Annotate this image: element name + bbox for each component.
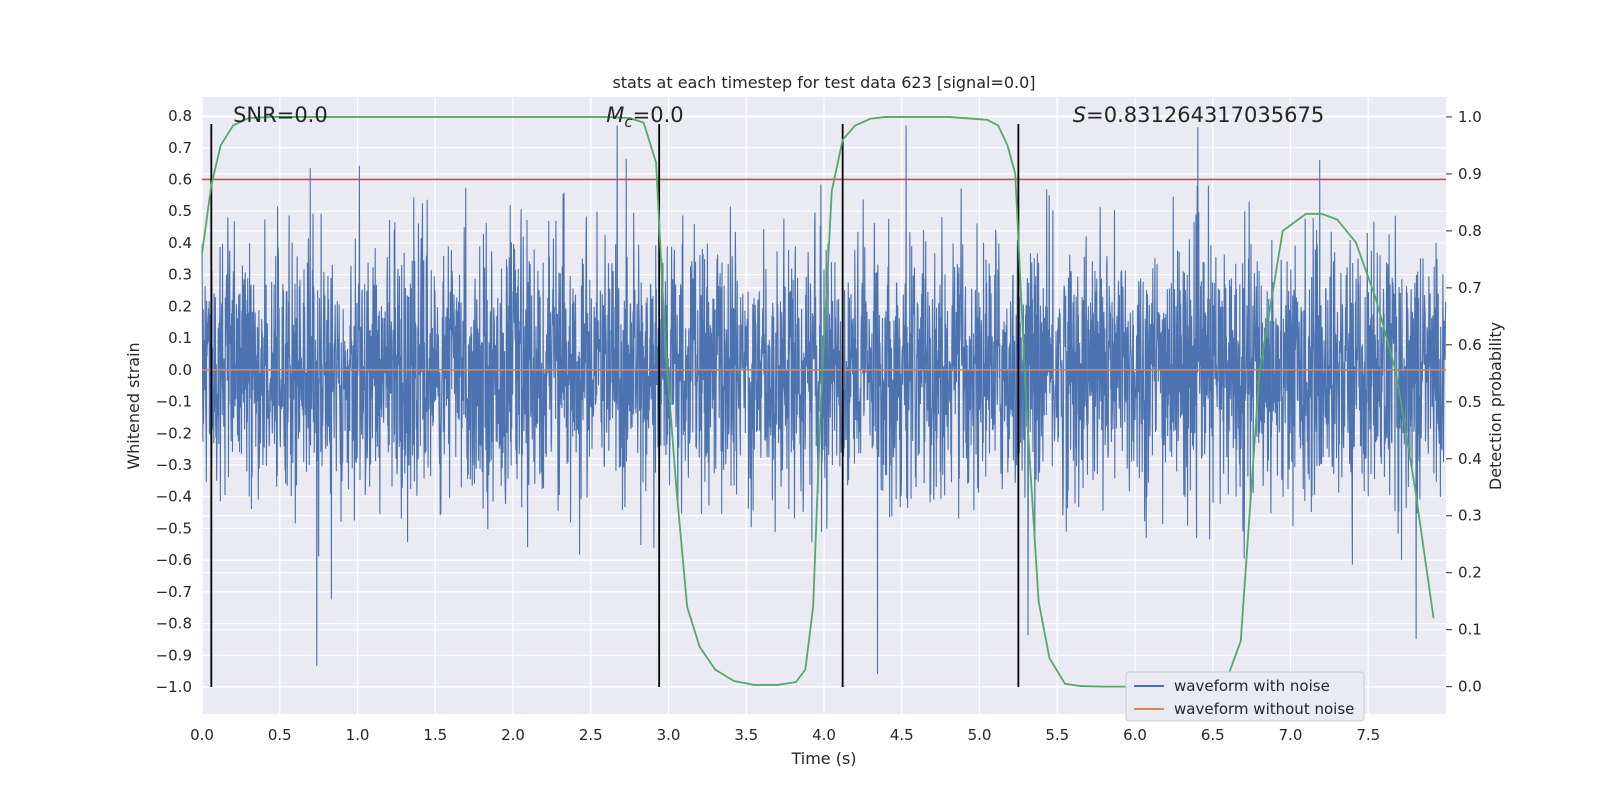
y-tick-label: 0.4 [168, 234, 192, 252]
y2-axis-label: Detection probability [1486, 322, 1505, 490]
x-tick-label: 4.0 [812, 726, 836, 744]
y-tick-label: −0.5 [156, 519, 192, 537]
y-tick-label: −0.1 [156, 393, 192, 411]
overlay [201, 116, 1446, 688]
y2-tick-label: 0.2 [1458, 564, 1482, 582]
y-tick-label: −0.2 [156, 424, 192, 442]
y-tick-label: 0.2 [168, 297, 192, 315]
x-tick-label: 1.0 [346, 726, 370, 744]
x-tick-label: 7.5 [1356, 726, 1380, 744]
y2-tick-label: 0.1 [1458, 621, 1482, 639]
y-tick-label: 0.5 [168, 202, 192, 220]
y-tick-label: 0.6 [168, 170, 192, 188]
x-tick-label: 5.5 [1045, 726, 1069, 744]
y2-tick-label: 0.9 [1458, 165, 1482, 183]
y2-tick-label: 1.0 [1458, 108, 1482, 126]
x-tick-label: 7.0 [1279, 726, 1303, 744]
x-tick-label: 3.0 [657, 726, 681, 744]
x-tick-label: 1.5 [423, 726, 447, 744]
legend: waveform with noise waveform without noi… [1125, 671, 1365, 722]
y-tick-label: 0.8 [168, 107, 192, 125]
chart-title: stats at each timestep for test data 623… [612, 73, 1035, 92]
y-tick-label: 0.3 [168, 266, 192, 284]
y2-tick-label: 0.4 [1458, 450, 1482, 468]
x-tick-label: 6.5 [1201, 726, 1225, 744]
ticks: 0.0 0.5 1.0 1.5 2.0 2.5 3.0 3.5 4.0 4.5 5.0 5.5 6.0 6… [156, 107, 1482, 744]
x-axis-label: Time (s) [790, 749, 856, 768]
y-tick-label: −0.8 [156, 615, 192, 633]
detection-probability-line [201, 116, 1435, 688]
y-tick-label: −1.0 [156, 678, 192, 696]
annotation-text: SNR=0.0 [233, 103, 328, 127]
y-tick-label: −0.7 [156, 583, 192, 601]
legend-label-noise: waveform with noise [1174, 677, 1330, 695]
y-axis-label: Whitened strain [124, 342, 143, 469]
y2-tick-label: 0.5 [1458, 393, 1482, 411]
x-tick-label: 3.5 [734, 726, 758, 744]
x-tick-label: 2.0 [501, 726, 525, 744]
y-tick-label: 0.7 [168, 139, 192, 157]
y-tick-label: 0.1 [168, 329, 192, 347]
annotations: SNR=0.0 Mc=0.0 S=0.831264317035675 [233, 103, 1324, 131]
x-tick-label: 5.0 [968, 726, 992, 744]
x-tick-label: 4.5 [890, 726, 914, 744]
legend-box [1125, 671, 1365, 722]
y2-tick-label: 0.8 [1458, 222, 1482, 240]
x-tick-label: 6.0 [1123, 726, 1147, 744]
y-tick-label: 0.0 [168, 361, 192, 379]
annotation-text: Mc=0.0 [606, 103, 683, 131]
x-tick-label: 0.5 [268, 726, 292, 744]
y-tick-label: −0.9 [156, 646, 192, 664]
annotation-text: S=0.831264317035675 [1073, 103, 1324, 127]
legend-label-clean: waveform without noise [1174, 700, 1354, 718]
y2-tick-label: 0.3 [1458, 507, 1482, 525]
x-tick-label: 0.0 [190, 726, 214, 744]
y-tick-label: −0.3 [156, 456, 192, 474]
y2-tick-label: 0.7 [1458, 279, 1482, 297]
y2-tick-label: 0.6 [1458, 336, 1482, 354]
y-tick-label: −0.4 [156, 488, 192, 506]
x-tick-label: 2.5 [579, 726, 603, 744]
y-tick-label: −0.6 [156, 551, 192, 569]
y2-tick-label: 0.0 [1458, 678, 1482, 696]
